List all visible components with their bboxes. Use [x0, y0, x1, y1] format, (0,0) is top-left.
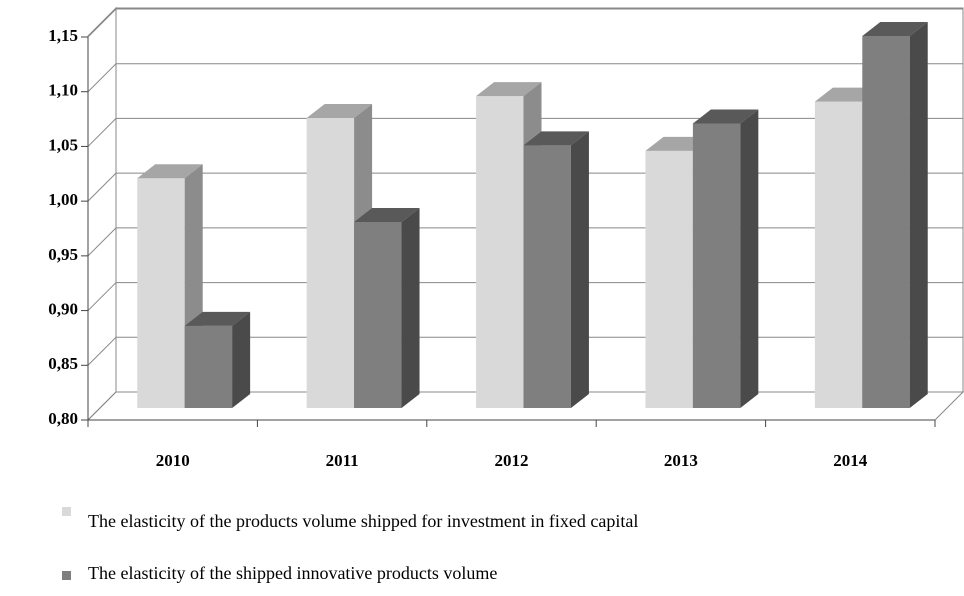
y-tick-label: 0,80 [48, 409, 78, 428]
grid-line [87, 63, 963, 93]
y-tick-label: 1,00 [48, 190, 78, 209]
bar-top [137, 164, 203, 179]
x-tick-label: 2013 [664, 451, 698, 470]
legend-label: The elasticity of the shipped innovative… [88, 563, 497, 583]
bar-side [570, 131, 589, 408]
bar-front [306, 118, 355, 408]
y-tick-label: 0,95 [48, 245, 78, 264]
bar-side [740, 109, 759, 408]
y-tick-label: 1,10 [48, 81, 78, 100]
bar-front [476, 96, 524, 408]
grid-line [87, 8, 963, 38]
bar-top [862, 21, 928, 36]
bar-side [909, 21, 928, 408]
bar-front [354, 221, 402, 408]
y-tick-label: 0,90 [48, 299, 78, 318]
bar-top [306, 104, 373, 119]
bar-side [401, 207, 420, 408]
side-wall [87, 6, 117, 422]
bar-front [862, 35, 910, 408]
grid-line [87, 117, 963, 147]
x-tick-label: 2011 [326, 451, 359, 470]
bar-front [692, 123, 741, 408]
bar-front [645, 150, 693, 409]
x-tick-label: 2010 [156, 451, 190, 470]
bar-front [814, 101, 863, 408]
legend-label: The elasticity of the products volume sh… [88, 511, 638, 531]
y-tick-label: 1,15 [48, 26, 78, 45]
y-tick-label: 1,05 [48, 135, 78, 154]
bar-top [184, 311, 251, 326]
x-tick-label: 2014 [833, 451, 868, 470]
bar-top [692, 109, 759, 124]
bar-top [476, 82, 542, 97]
y-tick-label: 0,85 [48, 354, 78, 373]
bar-side [232, 311, 251, 408]
bar-front [523, 145, 571, 408]
x-tick-label: 2012 [495, 451, 529, 470]
legend-swatch [62, 571, 71, 580]
bar-front [137, 178, 185, 408]
bar-front [184, 325, 233, 408]
bar-top [523, 131, 589, 146]
bar-top [354, 207, 420, 222]
legend-swatch [62, 507, 71, 516]
